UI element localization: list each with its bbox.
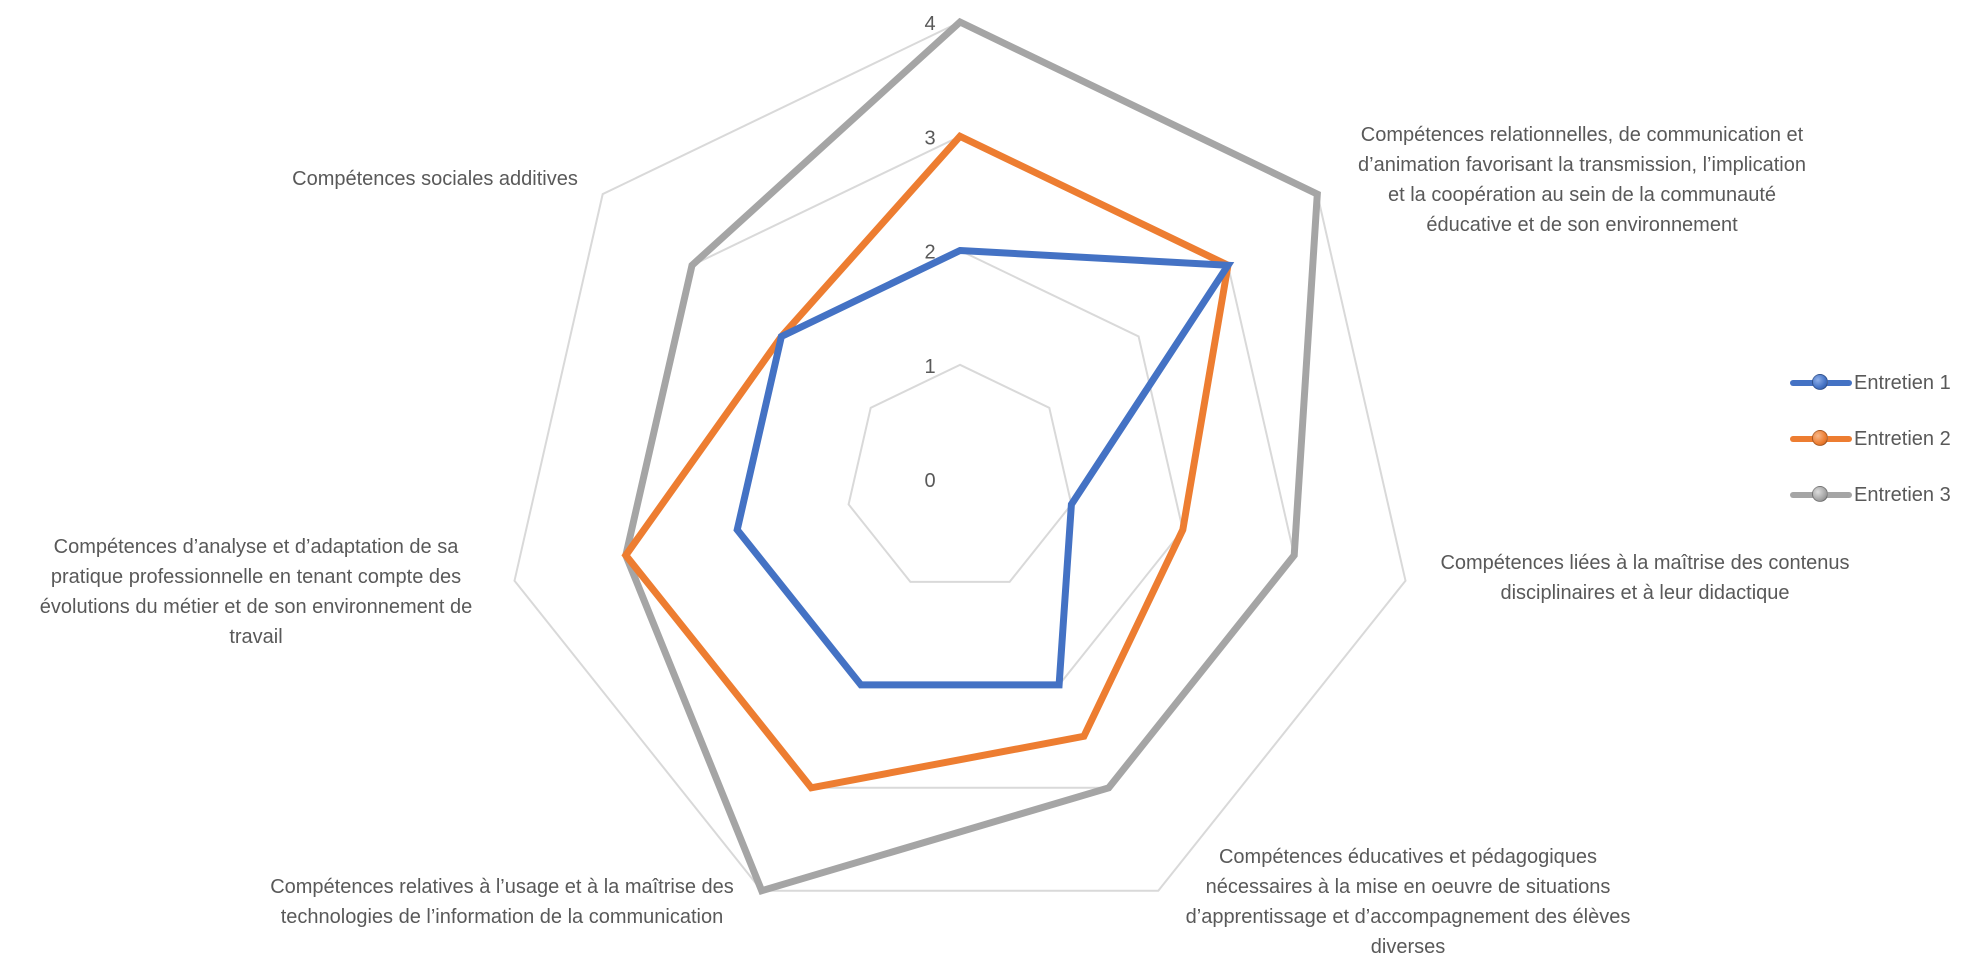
legend-label-entretien-1: Entretien 1: [1854, 372, 1951, 395]
category-label-6: Compétences d’analyse et d’adaptation de…: [0, 532, 512, 652]
legend: Entretien 1 Entretien 2 Entretien 3: [1790, 368, 1968, 536]
gridline-level-1: [849, 365, 1072, 582]
legend-swatch-entretien-2: [1790, 427, 1852, 451]
legend-item-entretien-2: Entretien 2: [1790, 424, 1968, 454]
axis-tick-label-0: 0: [924, 470, 935, 492]
axis-tick-label-3: 3: [924, 127, 935, 149]
legend-item-entretien-1: Entretien 1: [1790, 368, 1968, 398]
legend-swatch-entretien-3: [1790, 483, 1852, 507]
series-line-1: [737, 251, 1228, 685]
series-layer: [626, 22, 1318, 891]
category-label-3: Compétences liées à la maîtrise des cont…: [1410, 548, 1880, 608]
axis-tick-label-1: 1: [924, 356, 935, 378]
category-label-2: Compétences relationnelles, de communica…: [1322, 120, 1842, 240]
axis-tick-label-2: 2: [924, 242, 935, 264]
legend-swatch-entretien-1: [1790, 371, 1852, 395]
legend-item-entretien-3: Entretien 3: [1790, 480, 1968, 510]
category-label-4: Compétences éducatives et pédagogiques n…: [1152, 842, 1664, 962]
tick-layer: 0 1 2 3 4: [924, 13, 935, 492]
category-label-5: Compétences relatives à l’usage et à la …: [240, 872, 764, 932]
series-line-2: [626, 136, 1228, 788]
axis-tick-label-4: 4: [924, 13, 935, 35]
category-label-7: Compétences sociales additives: [270, 164, 600, 194]
legend-label-entretien-3: Entretien 3: [1854, 484, 1951, 507]
legend-label-entretien-2: Entretien 2: [1854, 428, 1951, 451]
